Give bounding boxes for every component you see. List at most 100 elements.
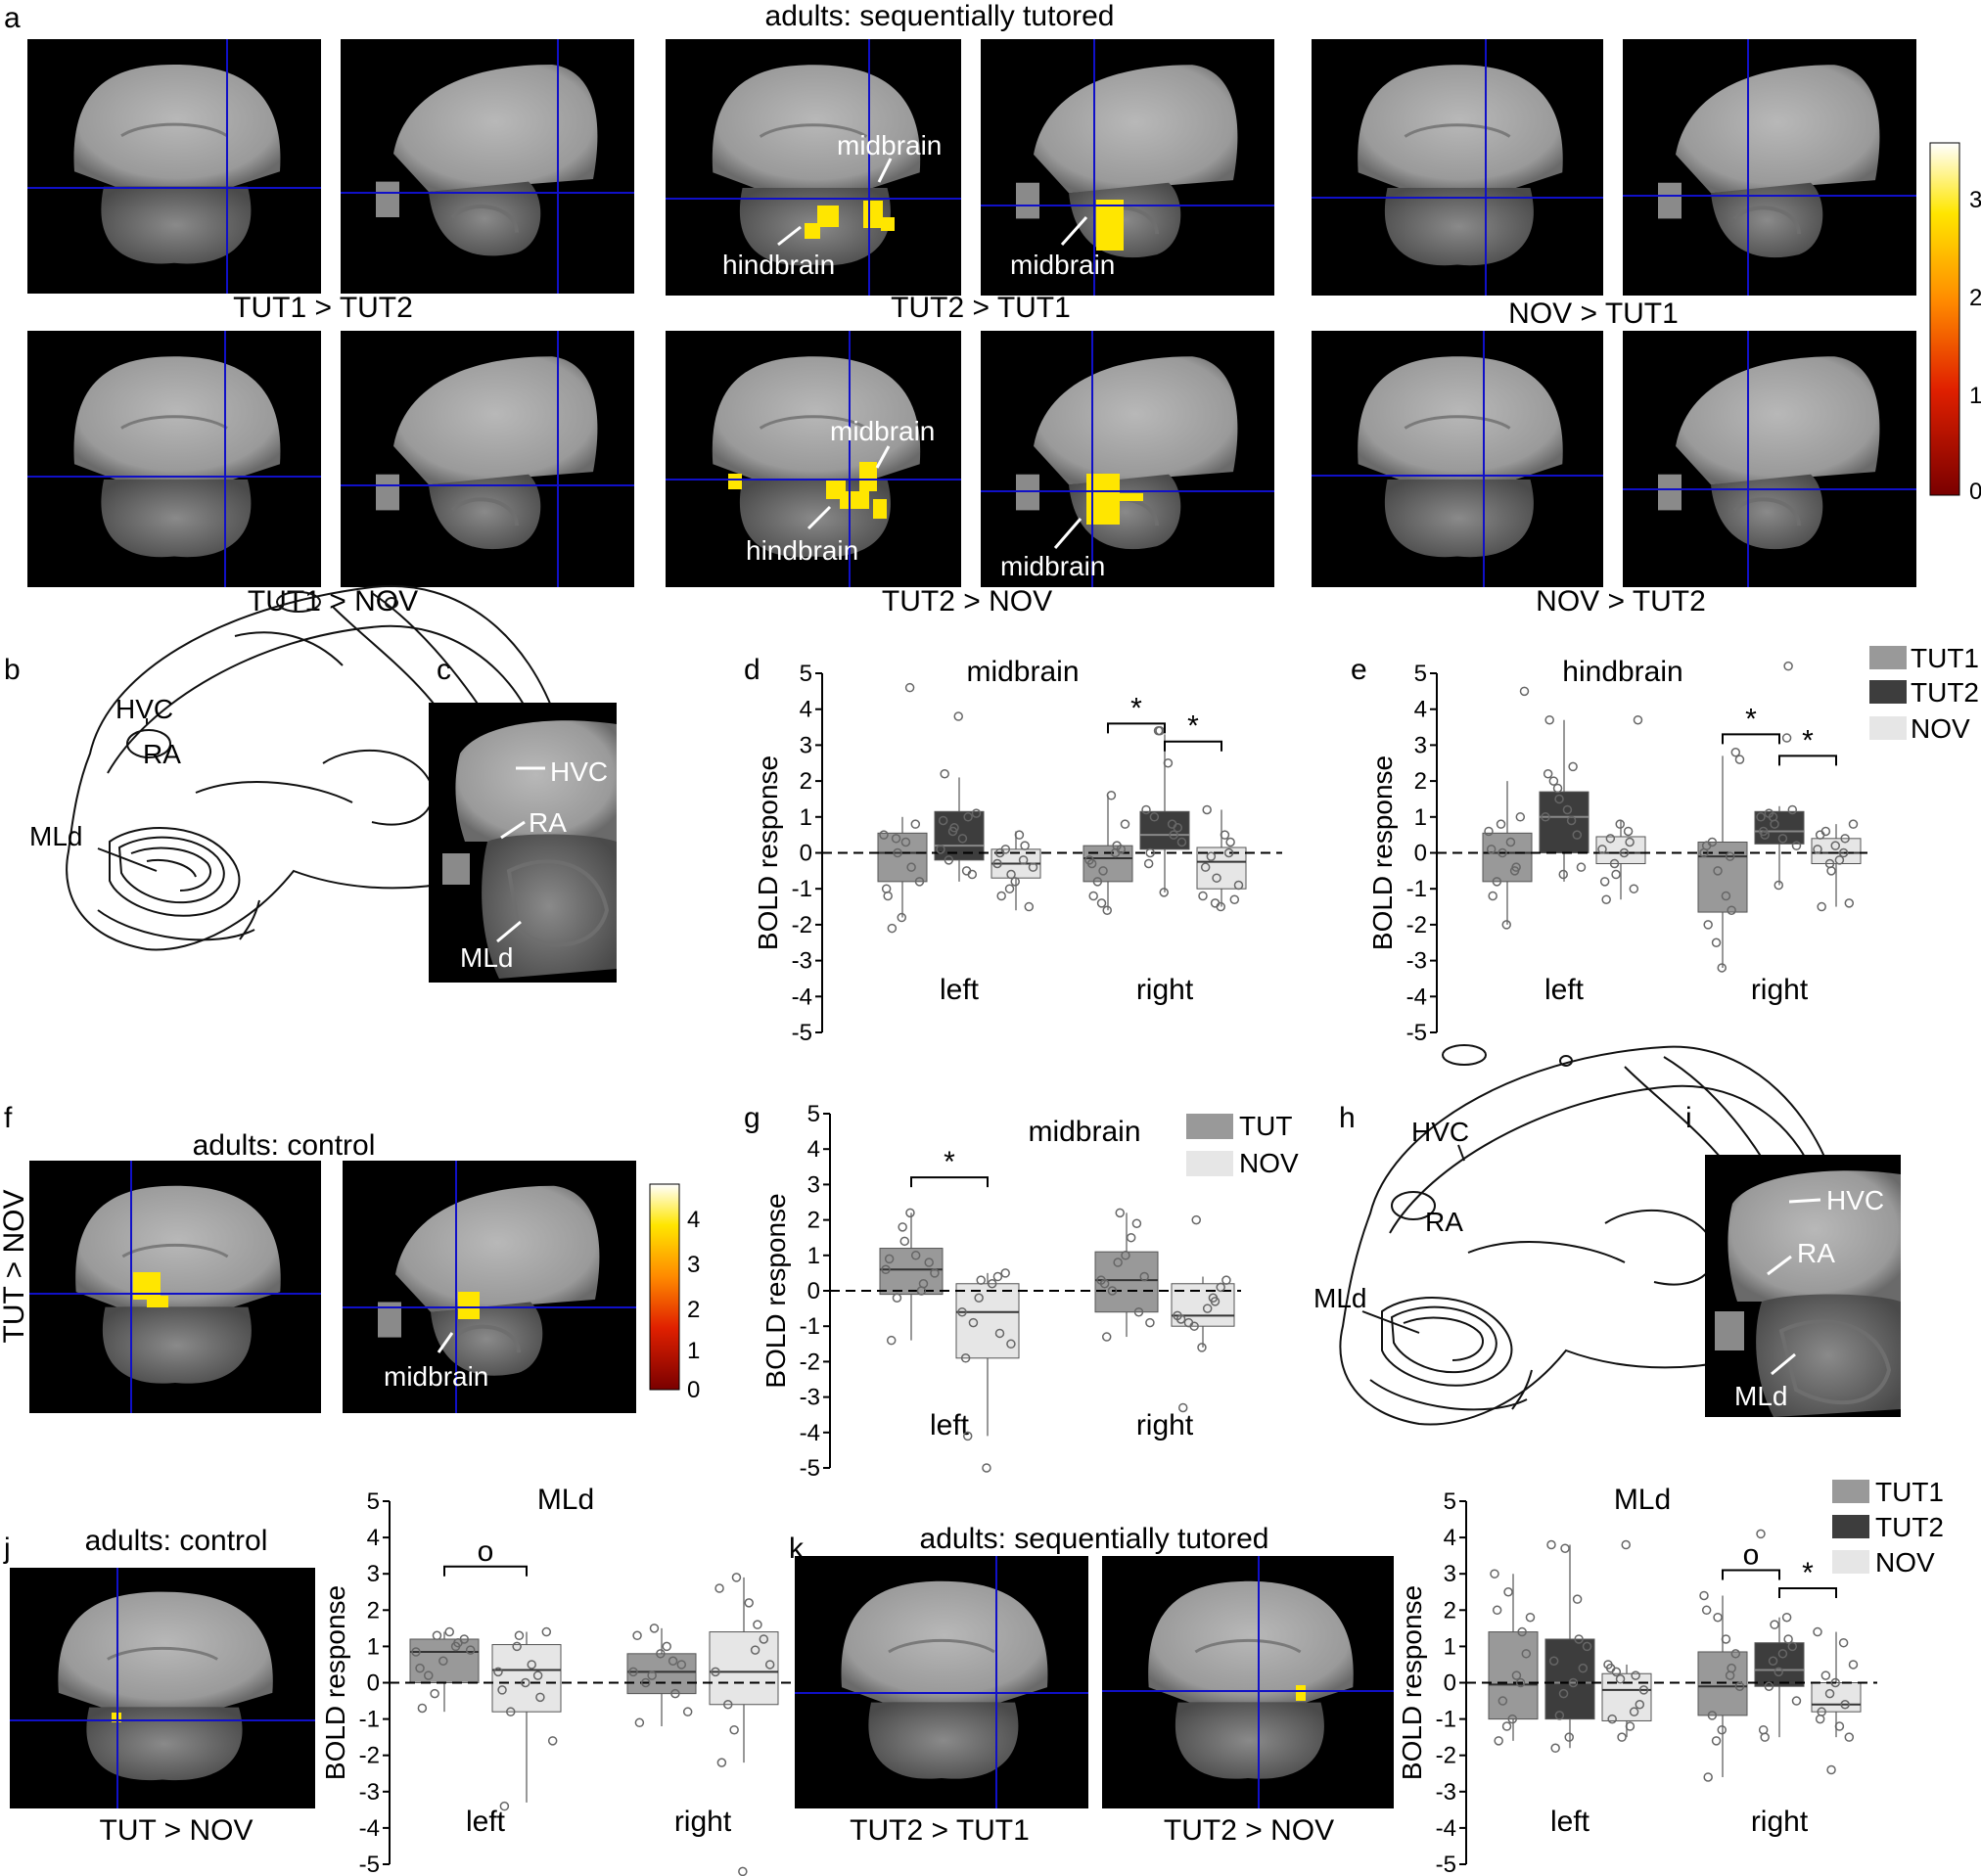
- y-axis-label: BOLD response: [320, 1585, 350, 1780]
- data-point: [1734, 1681, 1745, 1691]
- data-point: [1703, 1772, 1713, 1782]
- panel-f-mri: [29, 1161, 636, 1413]
- data-point: [1198, 891, 1208, 901]
- data-point: [1501, 1721, 1512, 1731]
- y-tick-label: 0: [1414, 841, 1427, 867]
- colorbar-a-tick-0: 0: [1969, 479, 1981, 505]
- box-NOV: [491, 1644, 562, 1713]
- data-point: [1621, 1539, 1631, 1550]
- data-point: [465, 1645, 476, 1655]
- panel-f-title: adults: control: [193, 1129, 376, 1162]
- panel-j-caption: TUT > NOV: [100, 1814, 253, 1847]
- data-point: [1840, 1700, 1850, 1710]
- data-point: [1756, 812, 1766, 822]
- box-NOV: [1811, 1682, 1862, 1713]
- legend-top-right: TUT1 TUT2 NOV: [1869, 643, 1979, 744]
- data-point: [1734, 755, 1745, 764]
- significance-mark: o: [1743, 1538, 1760, 1571]
- data-point: [499, 1801, 510, 1811]
- data-point: [900, 837, 911, 847]
- panel-a-caption-4: TUT1 > NOV: [248, 585, 418, 618]
- data-point: [1764, 1681, 1774, 1691]
- data-point: [1838, 1637, 1849, 1648]
- data-point: [764, 1660, 775, 1670]
- panel-k-mri: [795, 1556, 1394, 1808]
- data-point: [1159, 888, 1169, 897]
- y-axis-label: BOLD response: [760, 1193, 791, 1388]
- data-point: [1216, 1282, 1225, 1293]
- data-point: [731, 1573, 742, 1582]
- data-point: [1713, 1612, 1723, 1623]
- data-point: [936, 845, 945, 854]
- box-TUT2: [1539, 791, 1589, 853]
- panel-b-label-ra: RA: [143, 739, 181, 769]
- data-point: [1548, 776, 1559, 786]
- y-tick-label: 1: [367, 1633, 380, 1660]
- panel-f-colorbar: 4 3 2 1 0: [649, 1183, 700, 1403]
- data-point: [1623, 826, 1634, 837]
- data-point: [1768, 812, 1778, 822]
- data-point: [438, 1656, 448, 1666]
- y-tick-label: -2: [1436, 1743, 1456, 1769]
- data-point: [632, 1630, 642, 1641]
- panel-k-caption-2: TUT2 > NOV: [1164, 1814, 1334, 1847]
- data-point: [493, 1667, 503, 1677]
- data-point: [1711, 1736, 1722, 1746]
- panel-b-label-hvc: HVC: [115, 694, 173, 724]
- data-point: [430, 1688, 439, 1699]
- data-point: [1110, 847, 1121, 858]
- data-point: [930, 1268, 940, 1278]
- significance-mark: *: [1802, 1557, 1814, 1589]
- box-TUT: [1094, 1251, 1159, 1313]
- data-point: [960, 1353, 971, 1363]
- y-tick-label: 0: [800, 841, 812, 867]
- data-point: [1548, 1656, 1559, 1666]
- data-point: [634, 1717, 645, 1728]
- box-TUT: [626, 1653, 697, 1695]
- data-point: [1781, 1612, 1792, 1623]
- data-point: [759, 1634, 769, 1644]
- data-point: [1817, 901, 1826, 912]
- panel-letter-a: a: [4, 2, 21, 34]
- data-point: [1774, 880, 1783, 891]
- data-point: [1844, 898, 1855, 908]
- y-tick-label: -1: [800, 1313, 820, 1340]
- data-point: [976, 1275, 986, 1285]
- data-point: [729, 1724, 739, 1735]
- data-point: [1601, 894, 1611, 904]
- data-point: [1725, 851, 1735, 861]
- y-tick-label: -5: [792, 1020, 812, 1046]
- box-NOV: [1601, 1672, 1652, 1721]
- data-point: [938, 815, 948, 826]
- y-tick-label: 2: [800, 768, 812, 795]
- data-point: [1177, 1402, 1188, 1413]
- box-TUT2: [1139, 810, 1190, 850]
- data-point: [1145, 847, 1155, 858]
- data-point: [1106, 791, 1117, 801]
- data-point: [1131, 1218, 1142, 1228]
- y-axis-label: BOLD response: [1367, 755, 1398, 950]
- legend-g-nov: NOV: [1239, 1148, 1299, 1178]
- data-point: [1607, 1714, 1617, 1724]
- data-point: [892, 1293, 902, 1303]
- data-point: [1197, 1343, 1207, 1352]
- panel-h-label-ra: RA: [1425, 1207, 1463, 1237]
- box-NOV: [955, 1283, 1020, 1359]
- data-point: [899, 1236, 909, 1247]
- y-tick-label: -1: [1436, 1707, 1456, 1733]
- data-point: [1633, 714, 1643, 725]
- data-point: [1541, 812, 1550, 822]
- data-point: [898, 1222, 907, 1232]
- data-point: [1088, 891, 1098, 901]
- data-point: [1830, 1677, 1840, 1688]
- y-tick-label: 5: [807, 1101, 820, 1127]
- data-point: [886, 1335, 897, 1346]
- mri-a-tut1-tut2-sagittal: [341, 39, 634, 294]
- data-point: [1143, 858, 1154, 869]
- annotation-midbrain-1: midbrain: [837, 130, 942, 160]
- significance-bracket: [1164, 740, 1222, 752]
- data-point: [1615, 1674, 1626, 1684]
- data-point: [953, 711, 963, 721]
- data-point: [1787, 1641, 1798, 1652]
- data-point: [424, 1670, 434, 1680]
